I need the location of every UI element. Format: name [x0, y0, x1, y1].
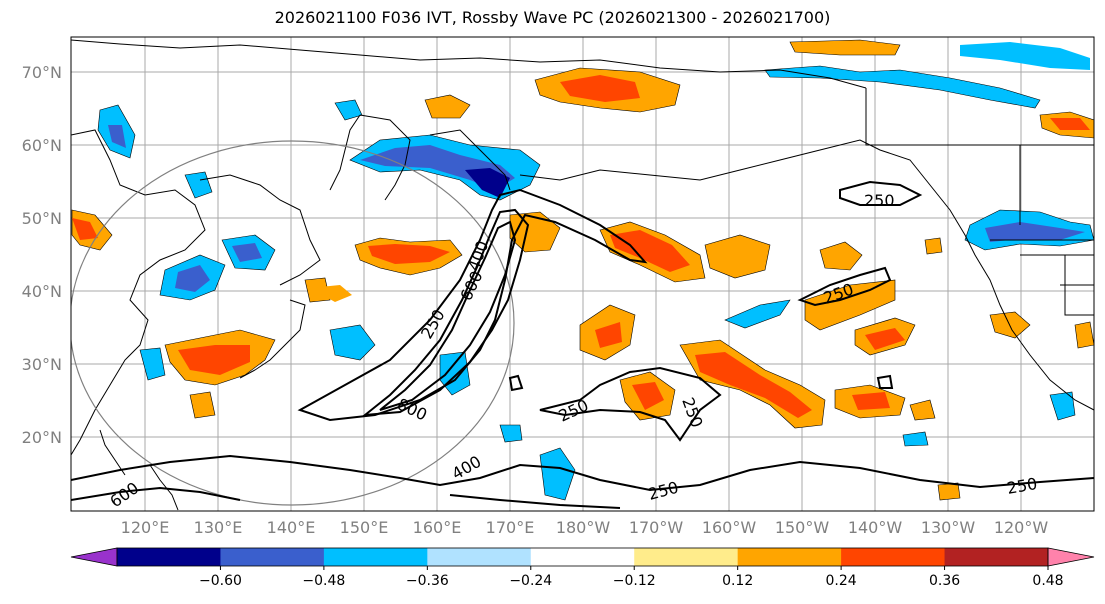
- colorbar-tick-label: 0.12: [722, 573, 753, 589]
- colorbar: −0.60 −0.48 −0.36 −0.24 −0.12 0.12 0.24 0.36 0.4…: [70, 547, 1095, 589]
- latitude-tick-labels: 70°N 60°N 50°N 40°N 30°N 20°N: [22, 63, 62, 447]
- colorbar-segment: [117, 548, 221, 566]
- negative-anomaly-fills: [97, 42, 1094, 501]
- contour-label-250-ne-pacific: 250: [864, 191, 895, 210]
- rossby-wave-circle: [71, 140, 515, 506]
- colorbar-tick-label: −0.60: [199, 573, 242, 589]
- colorbar-segment: [220, 548, 325, 566]
- colorbar-tick-label: 0.24: [826, 573, 857, 589]
- lon-tick-160e: 160°E: [413, 518, 462, 537]
- lat-tick-30n: 30°N: [22, 355, 62, 374]
- lon-tick-170w: 170°W: [629, 518, 684, 537]
- colorbar-tick-label: 0.36: [929, 573, 960, 589]
- colorbar-tick-label: 0.48: [1032, 573, 1063, 589]
- colorbar-lower-extension: [70, 547, 118, 567]
- lat-tick-40n: 40°N: [22, 282, 62, 301]
- positive-anomaly-fills: [71, 39, 1094, 501]
- colorbar-segments: [117, 548, 1049, 566]
- colorbar-tick-label: −0.36: [406, 573, 449, 589]
- colorbar-frame: [116, 547, 1049, 567]
- colorbar-tick-label: −0.12: [613, 573, 656, 589]
- lon-tick-140e: 140°E: [267, 518, 316, 537]
- lon-tick-130e: 130°E: [194, 518, 243, 537]
- colorbar-segment: [427, 548, 532, 566]
- colorbar-tick-labels: −0.60 −0.48 −0.36 −0.24 −0.12 0.12 0.24 0.36 0.4…: [199, 566, 1064, 589]
- map-frame: [70, 36, 1095, 512]
- lon-tick-120e: 120°E: [121, 518, 170, 537]
- colorbar-upper-extension: [1047, 547, 1095, 567]
- lat-tick-50n: 50°N: [22, 209, 62, 228]
- colorbar-segment: [737, 548, 842, 566]
- colorbar-tick-label: −0.24: [509, 573, 552, 589]
- longitude-tick-labels: 120°E 130°E 140°E 150°E 160°E 170°E 180°…: [121, 518, 1049, 537]
- colorbar-segment: [530, 548, 635, 566]
- coastlines: [71, 39, 1094, 511]
- colorbar-segment: [841, 548, 946, 566]
- lat-tick-70n: 70°N: [22, 63, 62, 82]
- colorbar-tick-label: −0.48: [302, 573, 345, 589]
- colorbar-segment: [944, 548, 1049, 566]
- lon-tick-140w: 140°W: [848, 518, 903, 537]
- colorbar-segment: [634, 548, 739, 566]
- lon-tick-150w: 150°W: [775, 518, 830, 537]
- lat-tick-60n: 60°N: [22, 136, 62, 155]
- lat-tick-20n: 20°N: [22, 428, 62, 447]
- colorbar-segment: [323, 548, 428, 566]
- ivt-contours: [71, 180, 1094, 509]
- lon-tick-150e: 150°E: [340, 518, 389, 537]
- lon-tick-120w: 120°W: [994, 518, 1049, 537]
- lon-tick-180w: 180°W: [556, 518, 611, 537]
- map-title: 2026021100 F036 IVT, Rossby Wave PC (202…: [274, 8, 831, 27]
- lon-tick-130w: 130°W: [921, 518, 976, 537]
- lon-tick-160w: 160°W: [702, 518, 757, 537]
- lon-tick-170e: 170°E: [486, 518, 535, 537]
